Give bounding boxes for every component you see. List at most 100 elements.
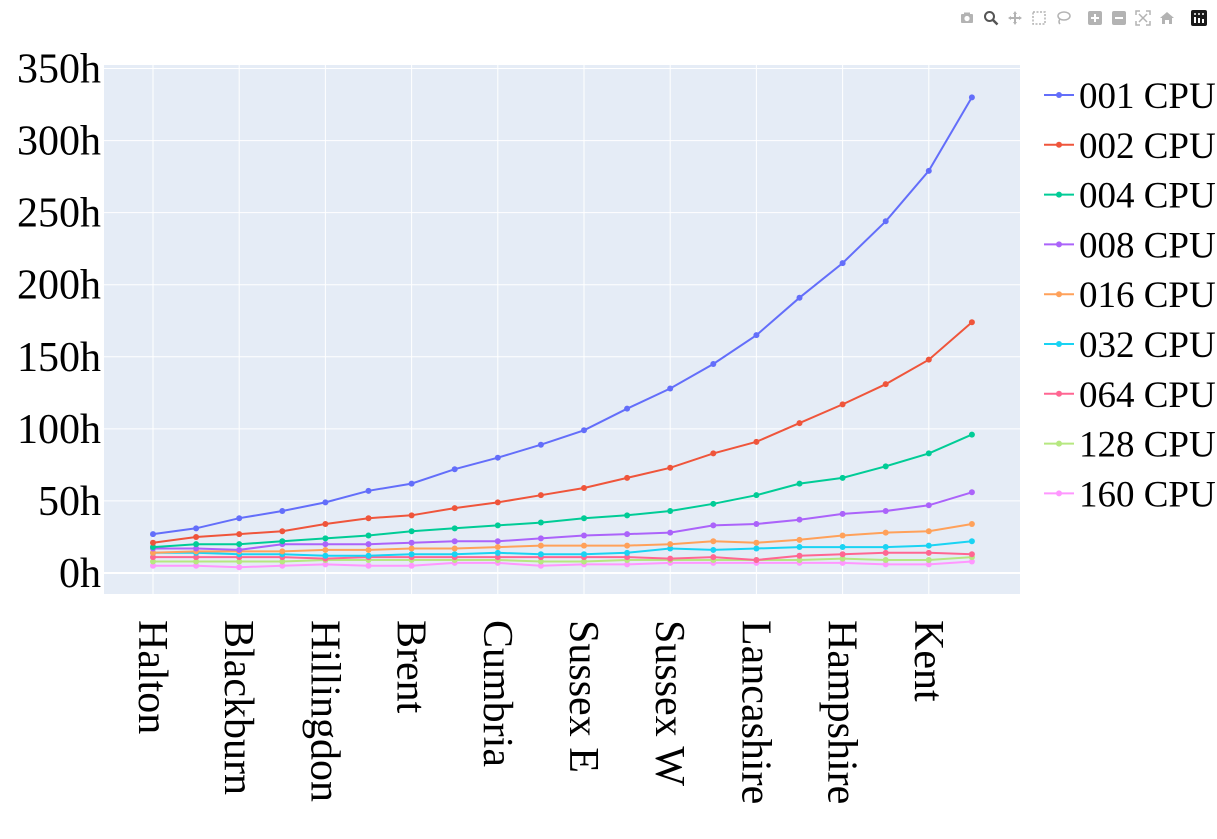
data-point[interactable]: [796, 480, 803, 487]
data-point[interactable]: [451, 466, 458, 473]
data-point[interactable]: [581, 558, 587, 565]
data-point[interactable]: [581, 515, 587, 522]
data-point[interactable]: [322, 520, 329, 527]
data-point[interactable]: [408, 528, 415, 535]
data-point[interactable]: [451, 505, 458, 512]
data-point[interactable]: [279, 548, 286, 555]
autoscale-icon[interactable]: [1131, 8, 1155, 28]
data-point[interactable]: [667, 529, 674, 536]
legend-item[interactable]: 032 CPU: [1044, 325, 1216, 366]
data-point[interactable]: [968, 94, 975, 101]
data-point[interactable]: [968, 538, 975, 545]
series-line[interactable]: [153, 556, 972, 563]
data-point[interactable]: [451, 551, 458, 558]
data-point[interactable]: [796, 544, 803, 551]
data-point[interactable]: [667, 464, 674, 471]
data-point[interactable]: [667, 508, 674, 515]
data-point[interactable]: [839, 551, 846, 558]
data-point[interactable]: [925, 528, 932, 535]
data-point[interactable]: [796, 294, 803, 301]
data-point[interactable]: [494, 499, 501, 506]
data-point[interactable]: [408, 562, 415, 569]
data-point[interactable]: [753, 520, 760, 527]
data-point[interactable]: [968, 489, 975, 496]
data-point[interactable]: [925, 561, 932, 568]
data-point[interactable]: [796, 557, 803, 564]
data-point[interactable]: [236, 531, 243, 538]
data-point[interactable]: [494, 549, 501, 556]
data-point[interactable]: [753, 539, 760, 546]
data-point[interactable]: [624, 549, 631, 556]
data-point[interactable]: [365, 487, 372, 494]
data-point[interactable]: [753, 492, 760, 499]
data-point[interactable]: [236, 558, 243, 565]
data-point[interactable]: [150, 562, 156, 569]
data-point[interactable]: [839, 532, 846, 539]
series-line[interactable]: [152, 523, 973, 554]
legend-item[interactable]: 160 CPU: [1044, 474, 1216, 515]
data-point[interactable]: [537, 542, 544, 549]
data-point[interactable]: [882, 557, 889, 564]
data-point[interactable]: [968, 551, 975, 558]
data-point[interactable]: [537, 558, 544, 565]
data-point[interactable]: [839, 260, 846, 267]
data-point[interactable]: [494, 522, 501, 529]
legend-item[interactable]: 001 CPU: [1044, 76, 1216, 117]
data-point[interactable]: [193, 545, 200, 552]
data-point[interactable]: [882, 218, 889, 225]
data-point[interactable]: [537, 562, 544, 569]
data-point[interactable]: [796, 420, 803, 427]
data-point[interactable]: [236, 546, 243, 553]
data-point[interactable]: [882, 529, 889, 536]
data-point[interactable]: [537, 535, 544, 542]
lasso-select-icon[interactable]: [1051, 8, 1075, 28]
data-point[interactable]: [839, 510, 846, 517]
data-point[interactable]: [365, 546, 372, 553]
data-point[interactable]: [236, 541, 243, 548]
data-point[interactable]: [279, 538, 286, 545]
data-point[interactable]: [753, 438, 760, 445]
data-point[interactable]: [150, 539, 156, 546]
box-select-icon[interactable]: [1027, 8, 1051, 28]
data-point[interactable]: [796, 516, 803, 523]
data-point[interactable]: [882, 561, 889, 568]
data-point[interactable]: [193, 558, 200, 565]
data-point[interactable]: [494, 454, 501, 461]
data-point[interactable]: [925, 167, 932, 174]
data-point[interactable]: [537, 519, 544, 526]
data-point[interactable]: [322, 541, 329, 548]
data-point[interactable]: [925, 542, 932, 549]
legend-item[interactable]: 064 CPU: [1044, 375, 1216, 416]
data-point[interactable]: [667, 545, 674, 552]
data-point[interactable]: [537, 551, 544, 558]
zoom-out-icon[interactable]: [1107, 8, 1131, 28]
data-point[interactable]: [279, 528, 286, 535]
data-point[interactable]: [667, 555, 674, 562]
data-point[interactable]: [322, 552, 329, 559]
zoom-in-icon[interactable]: [1083, 8, 1107, 28]
series-line[interactable]: [152, 321, 973, 544]
data-point[interactable]: [968, 558, 975, 565]
data-point[interactable]: [365, 532, 372, 539]
data-point[interactable]: [882, 549, 889, 556]
zoom-icon[interactable]: [979, 8, 1003, 28]
data-point[interactable]: [839, 544, 846, 551]
data-point[interactable]: [365, 515, 372, 522]
data-point[interactable]: [710, 522, 717, 529]
camera-icon[interactable]: [955, 8, 979, 28]
data-point[interactable]: [537, 441, 544, 448]
series-line[interactable]: [153, 551, 972, 562]
data-point[interactable]: [925, 549, 932, 556]
data-point[interactable]: [494, 544, 501, 551]
data-point[interactable]: [451, 538, 458, 545]
data-point[interactable]: [322, 546, 329, 553]
data-point[interactable]: [193, 554, 200, 561]
legend-item[interactable]: 004 CPU: [1044, 176, 1216, 217]
legend-item[interactable]: 008 CPU: [1044, 225, 1216, 266]
data-point[interactable]: [710, 500, 717, 507]
data-point[interactable]: [796, 552, 803, 559]
data-point[interactable]: [925, 356, 932, 363]
data-point[interactable]: [408, 480, 415, 487]
data-point[interactable]: [925, 557, 932, 564]
series-line[interactable]: [153, 491, 973, 551]
